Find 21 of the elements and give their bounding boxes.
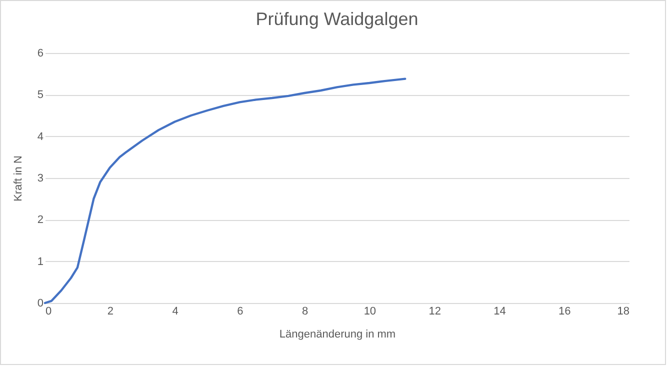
y-axis-title: Kraft in N: [12, 156, 24, 202]
x-tick-label: 12: [428, 306, 441, 318]
x-tick-label: 8: [302, 306, 308, 318]
y-tick-label: 1: [37, 256, 44, 268]
x-tick-label: 0: [46, 306, 52, 318]
y-tick-label: 4: [37, 130, 44, 143]
line-series: [44, 78, 406, 304]
y-tick-label: 5: [37, 89, 44, 102]
y-tick-label: 2: [37, 214, 44, 226]
y-tick-label: 0: [37, 298, 44, 310]
y-tick-label: 6: [37, 48, 44, 60]
x-tick-label: 6: [237, 306, 244, 318]
x-tick-label: 18: [617, 306, 630, 318]
x-tick-label: 14: [494, 306, 506, 318]
y-tick-label: 3: [37, 172, 44, 184]
chart-title: Prüfung Waidgalgen: [256, 9, 418, 29]
x-axis-title: Längenänderung in mm: [279, 328, 396, 340]
x-tick-label: 16: [558, 306, 571, 318]
x-tick-label: 4: [172, 306, 178, 318]
x-tick-label: 10: [364, 306, 376, 318]
x-tick-label: 2: [107, 306, 114, 318]
